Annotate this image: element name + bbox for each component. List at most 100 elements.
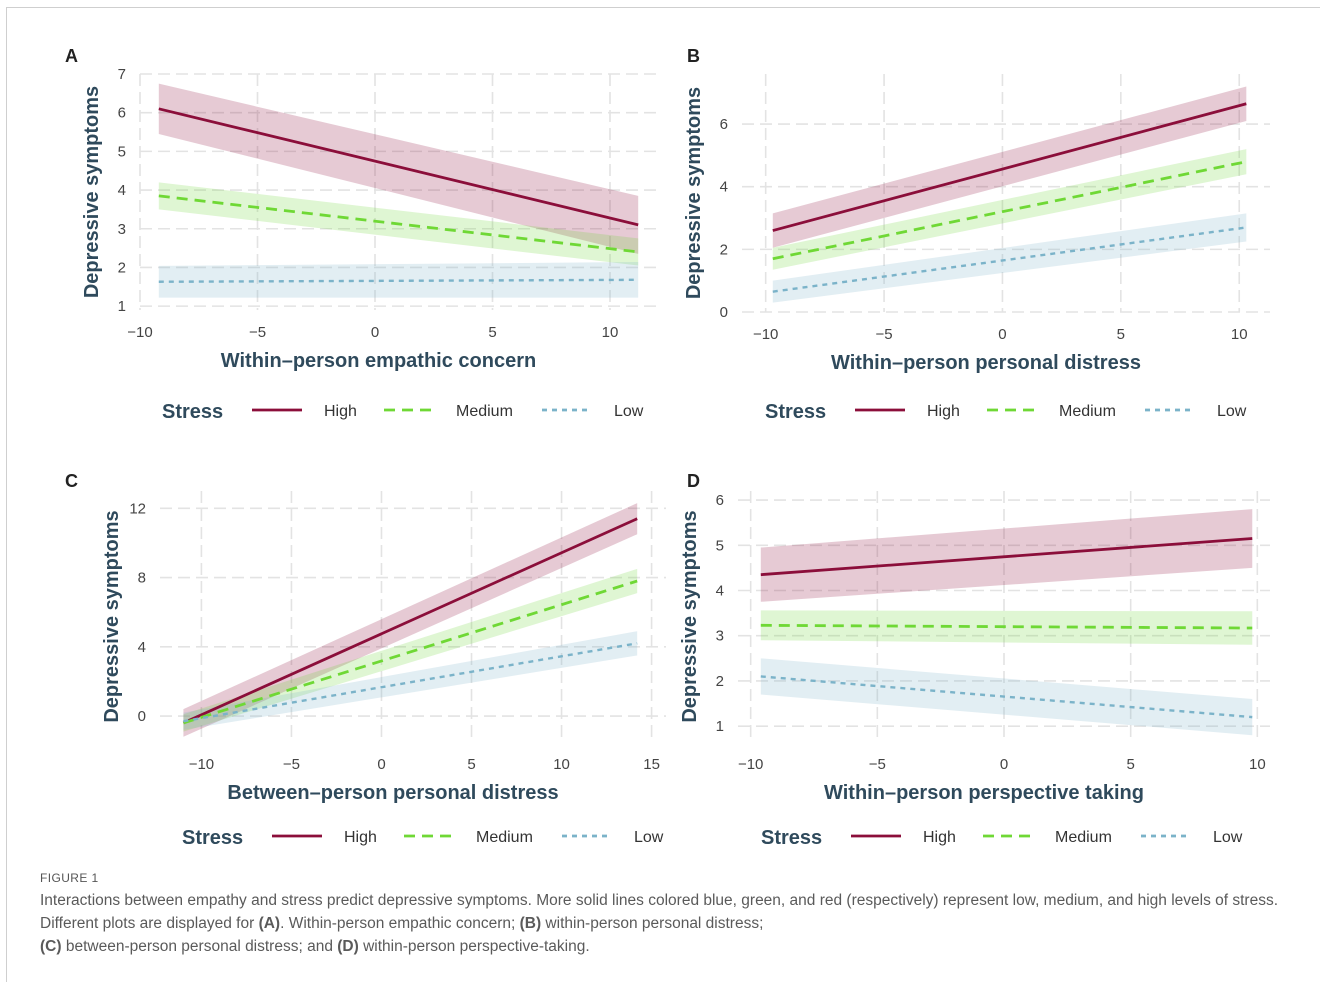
caption-ref-c: (C) bbox=[40, 938, 62, 955]
x-axis-title: Within–person personal distress bbox=[831, 352, 1141, 374]
legend: Stress High Medium Low bbox=[182, 827, 664, 849]
panel-letter: B bbox=[687, 46, 700, 66]
y-tick-label: 4 bbox=[716, 582, 724, 599]
y-axis-title: Depressive symptoms bbox=[81, 86, 103, 298]
series-line-high bbox=[772, 102, 1247, 232]
legend-label-low: Low bbox=[614, 403, 644, 420]
caption-ref-b: (B) bbox=[519, 915, 542, 932]
series-line-high bbox=[182, 517, 638, 725]
legend-label-low: Low bbox=[634, 829, 664, 846]
legend-label-high: High bbox=[344, 829, 377, 846]
x-tick-label: 0 bbox=[998, 326, 1006, 343]
ci-band-low bbox=[158, 262, 639, 298]
series-line-medium bbox=[158, 194, 639, 254]
legend-title: Stress bbox=[761, 827, 822, 849]
y-tick-label: 8 bbox=[138, 570, 146, 587]
x-tick-label: −5 bbox=[283, 756, 300, 773]
x-tick-label: 10 bbox=[553, 756, 570, 773]
x-tick-label: −10 bbox=[127, 324, 152, 341]
legend-title: Stress bbox=[162, 401, 223, 423]
legend-label-medium: Medium bbox=[456, 403, 513, 420]
x-tick-label: 5 bbox=[488, 324, 496, 341]
panel-letter: D bbox=[687, 471, 700, 491]
panel-a: A −10 −5 0 5 10 1 2 3 4 5 6 7 Within–person empathic … bbox=[65, 46, 657, 423]
panel-letter: A bbox=[65, 46, 78, 66]
y-tick-label: 2 bbox=[118, 259, 126, 276]
x-tick-label: −5 bbox=[876, 326, 893, 343]
x-tick-label: 5 bbox=[1126, 756, 1134, 773]
y-tick-label: 3 bbox=[716, 628, 724, 645]
series-line-medium bbox=[182, 579, 638, 725]
x-tick-label: −5 bbox=[249, 324, 266, 341]
legend-label-high: High bbox=[927, 403, 960, 420]
y-tick-label: 1 bbox=[118, 298, 126, 315]
legend-label-high: High bbox=[923, 829, 956, 846]
y-tick-label: 4 bbox=[118, 182, 126, 199]
legend: Stress High Medium Low bbox=[761, 827, 1243, 849]
caption-ref-a: (A) bbox=[258, 915, 281, 932]
y-tick-label: 6 bbox=[716, 492, 724, 509]
x-tick-label: 5 bbox=[467, 756, 475, 773]
y-axis-title: Depressive symptoms bbox=[683, 87, 705, 299]
caption-text-2: . Within-person empathic concern; bbox=[280, 915, 520, 932]
y-tick-label: 1 bbox=[716, 718, 724, 735]
series-line-low bbox=[760, 675, 1253, 719]
ci-band-low bbox=[760, 658, 1253, 736]
series-line-high bbox=[760, 537, 1253, 577]
x-tick-label: −5 bbox=[869, 756, 886, 773]
caption-text-3: within-person personal distress; bbox=[541, 915, 764, 932]
x-tick-label: −10 bbox=[753, 326, 778, 343]
y-axis-title: Depressive symptoms bbox=[679, 510, 701, 722]
x-tick-label: 0 bbox=[377, 756, 385, 773]
caption-text-1: Interactions between empathy and stress … bbox=[40, 892, 1279, 932]
y-tick-label: 4 bbox=[138, 639, 146, 656]
y-tick-label: 7 bbox=[118, 66, 126, 83]
legend-label-high: High bbox=[324, 403, 357, 420]
y-tick-label: 5 bbox=[118, 143, 126, 160]
panel-letter: C bbox=[65, 471, 78, 491]
x-tick-label: 15 bbox=[643, 756, 660, 773]
figure-frame bbox=[6, 7, 1320, 982]
legend-label-medium: Medium bbox=[1055, 829, 1112, 846]
legend: Stress High Medium Low bbox=[765, 401, 1247, 423]
y-axis-title: Depressive symptoms bbox=[101, 510, 123, 722]
panel-d: D −10 −5 0 5 10 1 2 3 4 5 6 Within–person perspectiv… bbox=[679, 471, 1270, 849]
x-tick-label: 0 bbox=[1000, 756, 1008, 773]
panel-c: C −10 −5 0 5 10 15 0 4 8 12 Between–person personal… bbox=[65, 471, 666, 849]
series-line-medium bbox=[772, 160, 1247, 261]
figure-caption: FIGURE 1 Interactions between empathy an… bbox=[40, 871, 1310, 958]
caption-ref-d: (D) bbox=[337, 938, 359, 955]
y-tick-label: 0 bbox=[138, 708, 146, 725]
x-tick-label: 10 bbox=[602, 324, 619, 341]
series-line-medium bbox=[760, 623, 1253, 630]
x-tick-label: −10 bbox=[189, 756, 214, 773]
legend: Stress High Medium Low bbox=[162, 401, 644, 423]
legend-label-medium: Medium bbox=[1059, 403, 1116, 420]
caption-text: Interactions between empathy and stress … bbox=[40, 889, 1310, 958]
y-tick-label: 6 bbox=[720, 116, 728, 133]
caption-text-5: within-person perspective-taking. bbox=[358, 938, 590, 955]
x-tick-label: 0 bbox=[371, 324, 379, 341]
x-tick-label: 5 bbox=[1117, 326, 1125, 343]
y-tick-label: 2 bbox=[720, 241, 728, 258]
legend-title: Stress bbox=[182, 827, 243, 849]
caption-text-4: between-person personal distress; and bbox=[61, 938, 338, 955]
legend-label-low: Low bbox=[1217, 403, 1247, 420]
y-tick-label: 5 bbox=[716, 537, 724, 554]
y-tick-label: 3 bbox=[118, 221, 126, 238]
x-axis-title: Within–person empathic concern bbox=[221, 350, 536, 372]
y-tick-label: 2 bbox=[716, 673, 724, 690]
x-axis-title: Within–person perspective taking bbox=[824, 782, 1144, 804]
x-tick-label: 10 bbox=[1231, 326, 1248, 343]
caption-label: FIGURE 1 bbox=[40, 871, 99, 885]
legend-title: Stress bbox=[765, 401, 826, 423]
ci-band-medium bbox=[183, 568, 638, 732]
y-tick-label: 0 bbox=[720, 304, 728, 321]
ci-band-low bbox=[772, 213, 1247, 303]
x-tick-label: 10 bbox=[1249, 756, 1266, 773]
ci-band-medium bbox=[760, 610, 1253, 645]
panel-b: B −10 −5 0 5 10 0 2 4 6 Within–person personal dis… bbox=[683, 46, 1270, 423]
y-tick-label: 12 bbox=[129, 500, 146, 517]
x-axis-title: Between–person personal distress bbox=[227, 782, 558, 804]
